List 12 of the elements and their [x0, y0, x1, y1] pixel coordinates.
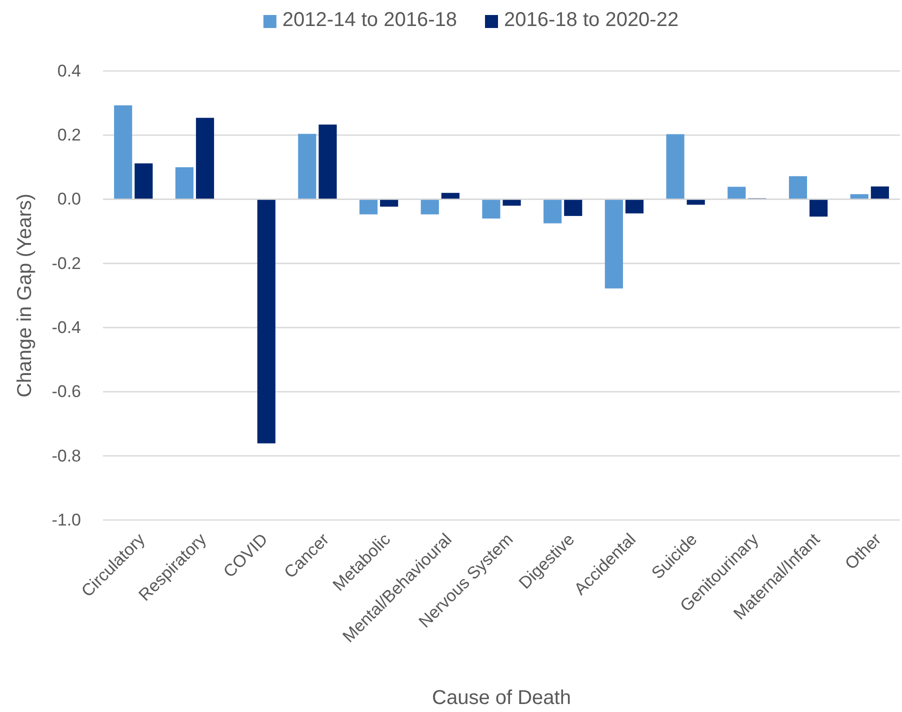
- legend-label: 2012-14 to 2016-18: [282, 9, 457, 31]
- y-tick-label: -1.0: [52, 510, 81, 530]
- y-axis-title: Change in Gap (Years): [14, 194, 36, 398]
- y-tick-label: -0.8: [52, 446, 81, 466]
- y-tick-label: 0.2: [57, 126, 81, 145]
- y-tick-label: -0.4: [52, 318, 81, 338]
- x-axis-title: Cause of Death: [432, 687, 571, 709]
- y-tick-label: -0.2: [52, 254, 81, 273]
- y-tick-label: 0.0: [57, 190, 81, 209]
- y-tick-label: 0.4: [57, 61, 81, 80]
- legend-label: 2016-18 to 2020-22: [504, 9, 679, 31]
- y-tick-label: -0.6: [52, 382, 81, 402]
